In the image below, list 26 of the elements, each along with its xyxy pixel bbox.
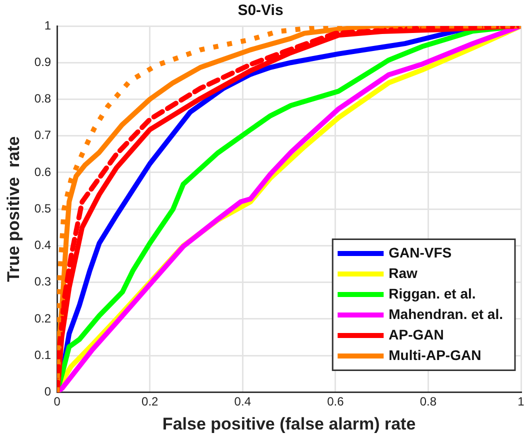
legend-label: GAN-VFS bbox=[388, 244, 452, 260]
legend-label: Riggan. et al. bbox=[388, 285, 476, 302]
x-tick-label: 0 bbox=[54, 394, 61, 409]
legend-label: Mahendran. et al. bbox=[388, 306, 503, 322]
chart-title: S0-Vis bbox=[238, 2, 284, 20]
y-tick-label: 0.8 bbox=[34, 92, 52, 106]
x-tick-label: 0.8 bbox=[420, 394, 437, 409]
y-tick-label: 0.3 bbox=[34, 274, 52, 289]
legend-label: Multi-AP-GAN bbox=[388, 346, 482, 363]
x-axis-title: False positive (false alarm) rate bbox=[162, 414, 416, 434]
y-tick-label: 0.7 bbox=[34, 128, 52, 142]
x-tick-label: 1 bbox=[518, 394, 525, 409]
y-tick-label: 0.1 bbox=[34, 348, 52, 362]
x-tick-label: 0.2 bbox=[142, 394, 159, 409]
y-tick-label: 0.9 bbox=[34, 54, 52, 69]
y-tick-label: 0 bbox=[44, 384, 52, 399]
y-tick-label: 1 bbox=[44, 18, 52, 32]
y-tick-label: 0.5 bbox=[34, 201, 52, 216]
legend-label: Raw bbox=[388, 264, 418, 281]
y-tick-label: 0.4 bbox=[34, 238, 52, 252]
y-tick-label: 0.2 bbox=[34, 311, 52, 326]
y-tick-label: 0.6 bbox=[34, 164, 52, 179]
x-tick-label: 0.4 bbox=[234, 394, 252, 409]
y-axis-title: True positive rate bbox=[4, 136, 23, 282]
legend-label: AP-GAN bbox=[388, 326, 444, 342]
x-tick-label: 0.6 bbox=[327, 394, 344, 409]
